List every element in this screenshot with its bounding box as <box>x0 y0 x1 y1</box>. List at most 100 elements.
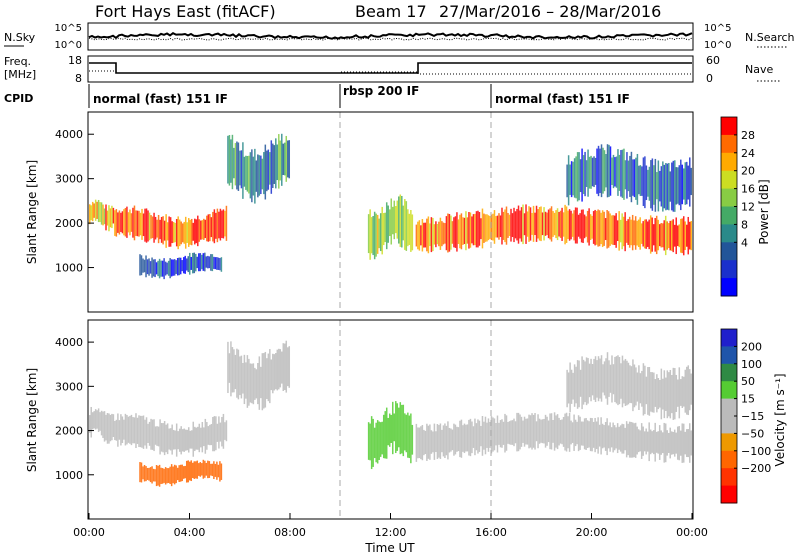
time-x-axis: 00:00 04:00 08:00 12:00 16:00 20:00 00:00 <box>73 513 708 539</box>
power-echo-band-2 <box>227 133 291 204</box>
power-colorbar-swatch-1 <box>721 134 737 154</box>
power-colorbar-swatch-8 <box>721 260 737 279</box>
xtick-label-0: 00:00 <box>73 526 105 539</box>
velocity-colorbar-swatch-5 <box>721 416 737 434</box>
cpid-segment-2: rbsp 200 IF <box>343 84 419 98</box>
power-colorbar-tick-6: 4 <box>741 236 748 249</box>
velocity-colorbar-tick-0: 200 <box>741 340 762 353</box>
power-colorbar-label: Power [dB] <box>757 179 771 244</box>
velocity-colorbar-swatch-2 <box>721 363 737 382</box>
noise-search-trace <box>88 37 693 41</box>
power-panel: 1000 2000 3000 4000 Slant Range [km] 28 24 20… <box>25 111 771 313</box>
power-ytick-label-0: 1000 <box>55 262 83 275</box>
velocity-panel: 1000 2000 3000 4000 Slant Range [km] 200 100… <box>25 319 787 554</box>
power-colorbar-swatch-9 <box>721 278 737 297</box>
power-ytick-label-2: 3000 <box>55 173 83 186</box>
velocity-echo-band-3 <box>139 459 223 487</box>
velocity-colorbar-swatch-4 <box>721 398 737 417</box>
power-echo-band-1 <box>114 205 228 250</box>
power-colorbar: 28 24 20 16 12 8 4 <box>720 116 755 297</box>
freq-left-tick-top: 18 <box>68 54 82 67</box>
xtick-label-4: 16:00 <box>475 526 507 539</box>
noise-right-tick-bottom: 10^0 <box>704 40 731 51</box>
nave-trace <box>89 70 692 75</box>
velocity-colorbar-swatch-3 <box>721 381 737 400</box>
cpid-row: CPID normal (fast) 151 IF rbsp 200 IF no… <box>4 84 630 108</box>
xtick-label-5: 20:00 <box>576 526 608 539</box>
freq-right-tick-bottom: 0 <box>706 72 713 85</box>
xtick-label-3: 12:00 <box>375 526 407 539</box>
power-echo-band-5 <box>415 204 692 256</box>
velocity-colorbar-tick-3: 15 <box>741 393 755 406</box>
xtick-label-2: 08:00 <box>274 526 306 539</box>
frequency-trace <box>89 62 692 74</box>
velocity-ytick-label-1: 2000 <box>55 425 83 438</box>
noise-search-label: N.Search <box>745 31 795 44</box>
velocity-ylabel: Slant Range [km] <box>25 368 39 472</box>
power-ylabel: Slant Range [km] <box>25 160 39 264</box>
velocity-colorbar-tick-5: −50 <box>741 427 764 440</box>
velocity-colorbar-swatch-7 <box>721 450 737 469</box>
power-colorbar-tick-1: 24 <box>741 147 755 160</box>
velocity-ytick-label-3: 4000 <box>55 336 83 349</box>
cpid-segment-1: normal (fast) 151 IF <box>93 92 228 106</box>
station-title: Fort Hays East (fitACF) <box>95 2 276 21</box>
freq-right-tick-top: 60 <box>706 54 720 67</box>
power-colorbar-swatch-6 <box>721 224 737 243</box>
freq-panel: Freq. [MHz] 18 8 60 0 Nave <box>4 54 780 85</box>
cpid-label: CPID <box>4 92 33 105</box>
power-echo-band-3 <box>139 252 223 280</box>
freq-label: Freq. <box>4 55 31 68</box>
power-colorbar-tick-2: 20 <box>741 165 755 178</box>
xtick-label-1: 04:00 <box>174 526 206 539</box>
power-y-axis: 1000 2000 3000 4000 <box>55 128 94 275</box>
xtick-label-6: 00:00 <box>676 526 708 539</box>
power-colorbar-swatch-7 <box>721 242 737 261</box>
power-ytick-label-1: 2000 <box>55 217 83 230</box>
velocity-echo-band-5 <box>415 412 692 463</box>
velocity-colorbar-swatch-0 <box>721 329 737 347</box>
velocity-colorbar-swatch-1 <box>721 346 737 365</box>
velocity-colorbar-tick-1: 100 <box>741 358 762 371</box>
date-range: 27/Mar/2016 – 28/Mar/2016 <box>439 2 661 21</box>
velocity-colorbar-tick-7: −200 <box>741 462 771 475</box>
velocity-echo-band-4 <box>367 401 414 470</box>
noise-right-tick-top: 10^5 <box>704 23 731 34</box>
velocity-colorbar-tick-2: 50 <box>741 375 755 388</box>
power-colorbar-swatch-2 <box>721 152 737 172</box>
power-colorbar-swatch-5 <box>721 206 737 225</box>
freq-unit-label: [MHz] <box>4 68 36 81</box>
power-echo-band-0 <box>89 199 115 232</box>
noise-left-tick-bottom: 10^0 <box>55 40 82 51</box>
xlabel: Time UT <box>364 541 415 554</box>
beam-label: Beam 17 <box>355 2 427 21</box>
power-scatter <box>89 133 693 280</box>
power-ytick-label-3: 4000 <box>55 128 83 141</box>
power-echo-band-4 <box>367 194 414 260</box>
power-colorbar-swatch-0 <box>721 117 737 136</box>
velocity-colorbar-tick-4: −15 <box>741 410 764 423</box>
velocity-ytick-label-2: 3000 <box>55 380 83 393</box>
power-echo-band-6 <box>566 144 693 212</box>
power-colorbar-tick-5: 8 <box>741 218 748 231</box>
cpid-segment-3: normal (fast) 151 IF <box>495 92 630 106</box>
velocity-y-axis: 1000 2000 3000 4000 <box>55 336 94 482</box>
power-colorbar-tick-0: 28 <box>741 129 755 142</box>
velocity-echo-band-2 <box>227 340 291 411</box>
velocity-scatter <box>89 340 693 487</box>
velocity-colorbar-tick-6: −100 <box>741 445 771 458</box>
noise-panel: N.Sky 10^5 10^0 10^5 10^0 N.Search <box>4 22 795 51</box>
velocity-colorbar-label: Velocity [m s⁻¹] <box>773 373 787 466</box>
velocity-echo-band-0 <box>89 406 115 444</box>
velocity-echo-band-6 <box>566 352 693 420</box>
power-colorbar-swatch-4 <box>721 188 737 207</box>
velocity-echo-band-1 <box>114 413 228 457</box>
power-colorbar-tick-3: 16 <box>741 183 755 196</box>
velocity-colorbar: 200 100 50 15 −15 −50 −100 −200 <box>720 328 771 504</box>
noise-sky-trace <box>88 32 693 40</box>
noise-left-tick-top: 10^5 <box>55 23 82 34</box>
freq-left-tick-bottom: 8 <box>75 72 82 85</box>
nave-label: Nave <box>745 63 773 76</box>
velocity-colorbar-swatch-9 <box>721 485 737 504</box>
